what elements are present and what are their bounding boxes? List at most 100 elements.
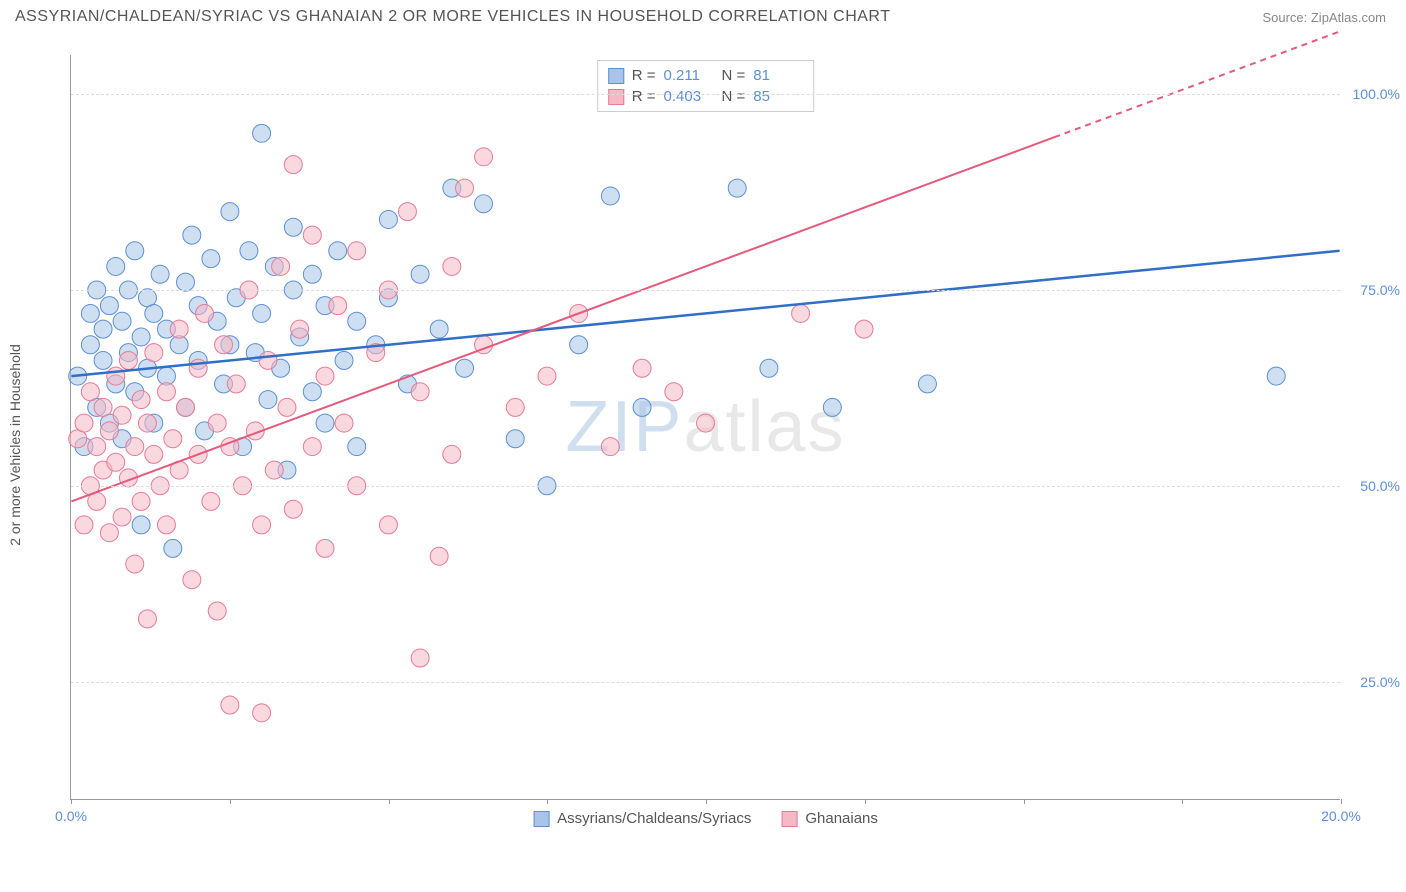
- scatter-point: [132, 516, 150, 534]
- scatter-point: [215, 336, 233, 354]
- r-value: 0.211: [664, 67, 714, 84]
- scatter-point: [1267, 367, 1285, 385]
- scatter-point: [253, 516, 271, 534]
- scatter-point: [335, 414, 353, 432]
- plot-area: ZIPatlas R = 0.211 N = 81 R = 0.403 N = …: [70, 55, 1340, 800]
- scatter-point: [348, 312, 366, 330]
- scatter-point: [398, 203, 416, 221]
- scatter-point: [113, 312, 131, 330]
- scatter-point: [303, 265, 321, 283]
- legend-swatch: [533, 811, 549, 827]
- scatter-point: [119, 351, 137, 369]
- scatter-point: [760, 359, 778, 377]
- scatter-point: [411, 265, 429, 283]
- scatter-point: [316, 367, 334, 385]
- chart-container: 2 or more Vehicles in Household ZIPatlas…: [50, 55, 1390, 835]
- xtick-mark: [706, 799, 707, 804]
- scatter-point: [145, 304, 163, 322]
- gridline: [71, 486, 1340, 487]
- scatter-point: [284, 156, 302, 174]
- scatter-point: [208, 414, 226, 432]
- scatter-point: [100, 297, 118, 315]
- scatter-point: [456, 179, 474, 197]
- scatter-point: [177, 273, 195, 291]
- scatter-point: [145, 344, 163, 362]
- scatter-point: [132, 328, 150, 346]
- xtick-label: 0.0%: [55, 808, 87, 824]
- xtick-mark: [230, 799, 231, 804]
- ytick-label: 50.0%: [1360, 478, 1400, 494]
- scatter-point: [456, 359, 474, 377]
- legend-series-item: Assyrians/Chaldeans/Syriacs: [533, 810, 751, 827]
- scatter-point: [506, 398, 524, 416]
- scatter-point: [145, 445, 163, 463]
- ytick-label: 100.0%: [1353, 86, 1400, 102]
- scatter-point: [278, 398, 296, 416]
- scatter-point: [316, 539, 334, 557]
- scatter-point: [411, 383, 429, 401]
- scatter-point: [316, 414, 334, 432]
- scatter-point: [475, 148, 493, 166]
- scatter-point: [633, 359, 651, 377]
- scatter-point: [221, 203, 239, 221]
- scatter-point: [430, 547, 448, 565]
- r-value: 0.403: [664, 88, 714, 105]
- scatter-point: [138, 414, 156, 432]
- scatter-point: [81, 383, 99, 401]
- scatter-point: [570, 336, 588, 354]
- scatter-point: [132, 492, 150, 510]
- gridline: [71, 94, 1340, 95]
- n-value: 81: [753, 67, 803, 84]
- scatter-point: [157, 383, 175, 401]
- scatter-point: [253, 304, 271, 322]
- scatter-point: [538, 367, 556, 385]
- scatter-point: [81, 304, 99, 322]
- legend-series-label: Assyrians/Chaldeans/Syriacs: [557, 810, 751, 827]
- gridline: [71, 290, 1340, 291]
- n-value: 85: [753, 88, 803, 105]
- scatter-point: [113, 508, 131, 526]
- scatter-point: [443, 257, 461, 275]
- scatter-point: [107, 453, 125, 471]
- scatter-point: [164, 539, 182, 557]
- scatter-point: [164, 430, 182, 448]
- scatter-point: [265, 461, 283, 479]
- scatter-point: [157, 516, 175, 534]
- scatter-point: [183, 226, 201, 244]
- scatter-point: [126, 242, 144, 260]
- scatter-point: [329, 242, 347, 260]
- xtick-mark: [71, 799, 72, 804]
- legend-swatch: [608, 89, 624, 105]
- xtick-mark: [1182, 799, 1183, 804]
- legend-series-label: Ghanaians: [805, 810, 878, 827]
- scatter-point: [665, 383, 683, 401]
- scatter-point: [88, 438, 106, 456]
- scatter-point: [100, 524, 118, 542]
- scatter-point: [633, 398, 651, 416]
- scatter-point: [697, 414, 715, 432]
- ytick-label: 25.0%: [1360, 674, 1400, 690]
- scatter-point: [253, 704, 271, 722]
- scatter-point: [132, 391, 150, 409]
- source-label: Source: ZipAtlas.com: [1262, 10, 1386, 25]
- scatter-point: [291, 320, 309, 338]
- scatter-point: [202, 250, 220, 268]
- scatter-point: [443, 445, 461, 463]
- legend-swatch: [781, 811, 797, 827]
- legend-correlation: R = 0.211 N = 81 R = 0.403 N = 85: [597, 60, 815, 112]
- scatter-point: [379, 516, 397, 534]
- legend-correlation-row: R = 0.403 N = 85: [608, 86, 804, 107]
- scatter-point: [918, 375, 936, 393]
- scatter-point: [728, 179, 746, 197]
- scatter-point: [94, 351, 112, 369]
- scatter-point: [107, 367, 125, 385]
- scatter-point: [126, 438, 144, 456]
- legend-swatch: [608, 68, 624, 84]
- scatter-point: [430, 320, 448, 338]
- scatter-point: [348, 438, 366, 456]
- scatter-point: [303, 383, 321, 401]
- scatter-point: [303, 226, 321, 244]
- scatter-point: [259, 391, 277, 409]
- chart-title: ASSYRIAN/CHALDEAN/SYRIAC VS GHANAIAN 2 O…: [15, 8, 890, 26]
- scatter-point: [107, 257, 125, 275]
